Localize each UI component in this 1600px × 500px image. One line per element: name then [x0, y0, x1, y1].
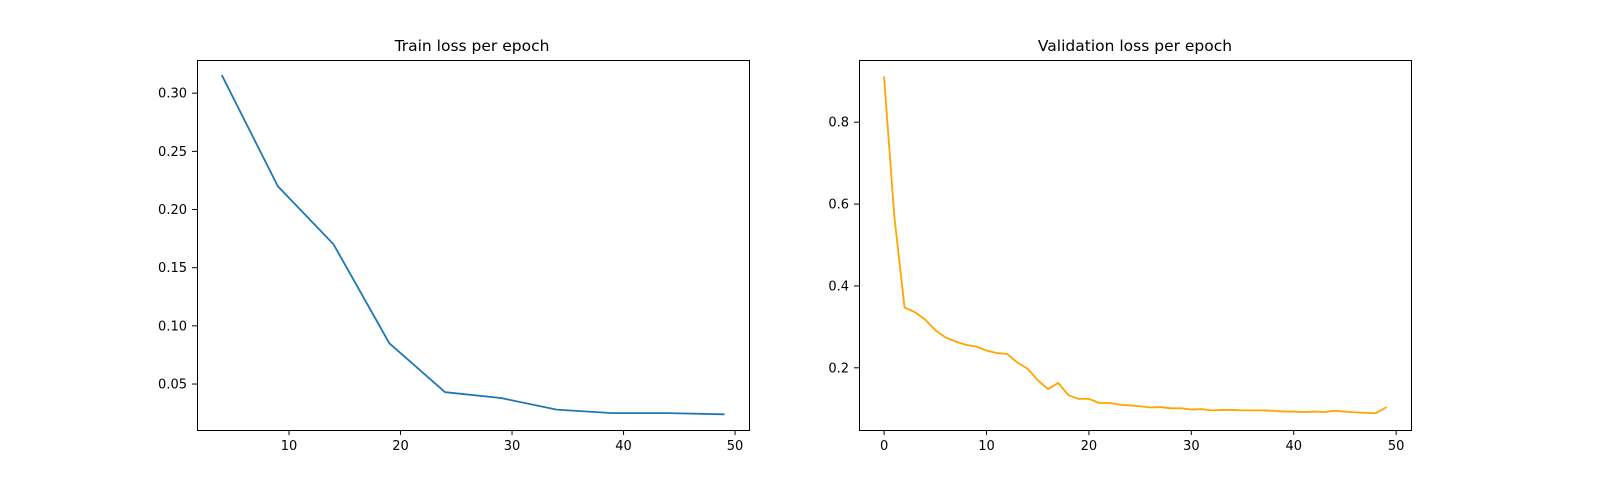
validation-x-tick-label: 40 — [1285, 439, 1302, 454]
validation-x-tick-label: 0 — [880, 439, 888, 454]
train-x-tick-label: 10 — [281, 439, 298, 454]
train-y-tick-label: 0.20 — [158, 203, 187, 218]
train-axes-frame — [197, 60, 750, 431]
train-y-tick-label: 0.25 — [158, 145, 187, 160]
validation-loss-axes: Validation loss per epoch 0 10 20 30 40 50 0.2… — [828, 37, 1412, 454]
validation-y-tick-label: 0.6 — [828, 198, 849, 213]
train-x-tick-label: 40 — [615, 439, 632, 454]
train-y-tick-label: 0.05 — [158, 378, 187, 393]
train-loss-line — [221, 74, 725, 416]
train-loss-title: Train loss per epoch — [394, 37, 550, 55]
train-x-tick-label: 50 — [727, 439, 744, 454]
validation-y-tick-label: 0.4 — [828, 279, 849, 294]
train-y-tick-label: 0.10 — [158, 319, 187, 334]
train-loss-axes: Train loss per epoch 10 20 30 40 50 0.05 0.10 0… — [158, 37, 750, 454]
validation-x-tick-label: 20 — [1081, 439, 1098, 454]
validation-axes-frame — [859, 60, 1412, 431]
train-y-tick-label: 0.15 — [158, 261, 187, 276]
validation-x-tick-label: 10 — [978, 439, 995, 454]
validation-loss-title: Validation loss per epoch — [1038, 37, 1232, 55]
train-x-tick-label: 20 — [392, 439, 409, 454]
validation-y-tick-label: 0.2 — [828, 361, 849, 376]
validation-y-tick-label: 0.8 — [828, 116, 849, 131]
train-y-tick-label: 0.30 — [158, 87, 187, 102]
validation-loss-line — [883, 76, 1387, 415]
validation-x-tick-label: 50 — [1388, 439, 1405, 454]
validation-x-tick-label: 30 — [1183, 439, 1200, 454]
train-x-tick-label: 30 — [504, 439, 521, 454]
